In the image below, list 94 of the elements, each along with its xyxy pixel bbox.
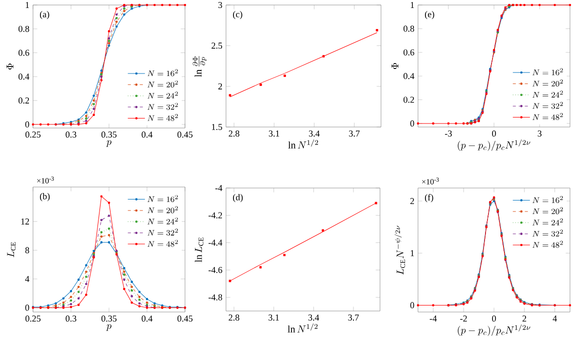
x-tick-label: 0.45 <box>177 132 193 138</box>
y-tick-label: 0 <box>410 302 414 308</box>
legend-label: $N=24^2$ <box>148 217 178 224</box>
x-tick-label: 3 <box>538 130 542 137</box>
x-tick-label: 0.25 <box>25 132 41 138</box>
y-tick-label: 0 <box>25 304 30 311</box>
legend-label: $N=20^2$ <box>148 80 178 88</box>
y-tick-label: -4 <box>215 185 222 191</box>
x-tick-label: 0.3 <box>66 132 76 138</box>
x-tick-label: 0.45 <box>177 316 193 322</box>
y-tick-label: 1.5 <box>212 124 222 130</box>
text: ×10$^{-3}$ <box>422 178 439 184</box>
x-tick-label: -2 <box>460 316 467 322</box>
legend-label: $N=16^2$ <box>148 195 178 202</box>
y-tick-label: 2.5 <box>212 42 222 49</box>
x-tick-label: 3.1 <box>268 314 279 321</box>
x-tick-label: -3 <box>444 130 452 137</box>
annotation: (a) <box>40 10 50 20</box>
legend-label: $N=20^2$ <box>148 206 178 214</box>
x-tick-label: 0.25 <box>25 316 41 322</box>
legend-label: $N=48^2$ <box>148 240 178 247</box>
y-tick-label: -4.8 <box>208 294 222 300</box>
x-tick-label: 0.3 <box>66 316 76 322</box>
x-tick-label: 2.8 <box>228 130 240 137</box>
y-axis-title: $\ln L_{\mathrm{CE}}$ <box>194 238 204 262</box>
y-axis-title: $\ln\frac{\partial\Phi}{\partial p}$ <box>192 56 206 77</box>
y-tick-label: 0.6 <box>404 49 414 56</box>
legend-label: $N=32^2$ <box>532 102 563 109</box>
y-tick-label: 0.8 <box>18 26 30 32</box>
x-tick-label: 4 <box>552 316 557 322</box>
x-axis-title: $(p-p_c)/p_c N^{1/2\nu}$ <box>458 324 530 336</box>
legend-label: $N=48^2$ <box>532 113 563 120</box>
x-tick-label: 3.4 <box>308 314 320 321</box>
legend-label: $N=32^2$ <box>148 102 178 110</box>
legend-label: $N=20^2$ <box>532 207 563 214</box>
x-tick-label: 3.7 <box>349 130 360 137</box>
annotation: (d) <box>233 194 243 202</box>
text: ×10$^{-3}$ <box>37 176 54 184</box>
y-tick-label: 2 <box>218 83 222 90</box>
y-tick-label: 0.2 <box>404 96 414 103</box>
y-tick-label: 1 <box>410 2 414 8</box>
y-tick-label: 0.2 <box>18 97 29 104</box>
legend-label: $N=16^2$ <box>148 69 178 76</box>
legend-label: $N=16^2$ <box>532 68 563 76</box>
legend-label: $N=48^2$ <box>148 114 178 122</box>
x-tick-label: 3.1 <box>268 130 280 137</box>
legend-label: $N=32^2$ <box>532 230 563 237</box>
legend-label: $N=24^2$ <box>148 92 178 98</box>
x-tick-label: 2 <box>522 316 526 322</box>
legend-label: $N=24^2$ <box>532 90 563 98</box>
x-axis-title: $p$ <box>106 324 112 331</box>
y-tick-label: 0.4 <box>404 73 414 80</box>
y-tick-label: 4 <box>25 276 30 282</box>
x-tick-label: 2.8 <box>228 314 240 321</box>
x-tick-label: 0.4 <box>142 132 152 138</box>
y-tick-label: -4.6 <box>208 266 222 274</box>
x-tick-label: 0.35 <box>101 132 117 138</box>
y-tick-label: 3 <box>218 2 222 8</box>
y-tick-label: 1 <box>410 250 414 256</box>
y-tick-label: 12 <box>21 218 29 224</box>
x-tick-label: 0.4 <box>142 316 152 322</box>
legend-label: $N=32^2$ <box>148 228 178 236</box>
legend-label: $N=16^2$ <box>532 196 563 204</box>
y-axis-title: $L_{\mathrm{CE}}N^{-\psi/2\nu}$ <box>394 226 406 275</box>
annotation: (b) <box>40 193 50 202</box>
x-tick-label: -4 <box>430 316 437 322</box>
x-tick-label: 3.7 <box>348 314 359 321</box>
y-axis-title: $\Phi$ <box>392 62 398 70</box>
legend-label: $N=24^2$ <box>532 218 563 226</box>
legend-label: $N=48^2$ <box>532 240 563 248</box>
y-tick-label: -4.4 <box>208 240 222 246</box>
annotation: (f) <box>424 194 434 202</box>
y-tick-label: 0 <box>25 121 30 128</box>
y-tick-label: 2 <box>410 198 414 204</box>
y-tick-label: 1 <box>26 2 29 8</box>
y-axis-title: $\Phi$ <box>6 63 14 70</box>
x-axis-title: $\ln N^{1/2}$ <box>288 140 318 148</box>
x-tick-label: 0 <box>492 130 496 137</box>
x-axis-title: $\ln N^{1/2}$ <box>288 324 318 332</box>
y-tick-label: 0.8 <box>404 26 414 32</box>
y-tick-label: 0.4 <box>18 74 30 80</box>
x-axis-title: $p$ <box>106 140 112 147</box>
y-tick-label: 0 <box>410 120 414 126</box>
x-tick-label: 0 <box>492 316 496 322</box>
annotation: (c) <box>233 10 242 20</box>
legend-label: $N=20^2$ <box>532 79 563 86</box>
annotation: (e) <box>424 10 434 20</box>
y-tick-label: -4.2 <box>208 212 222 218</box>
x-axis-title: $(p-p_c)/p_c N^{1/2\nu}$ <box>458 139 530 151</box>
y-tick-label: 0.6 <box>18 50 30 56</box>
y-axis-title: $L_{\mathrm{CE}}$ <box>7 242 16 258</box>
x-tick-label: 0.35 <box>101 316 117 322</box>
y-tick-label: 8 <box>25 247 30 254</box>
x-tick-label: 3.4 <box>308 130 320 137</box>
